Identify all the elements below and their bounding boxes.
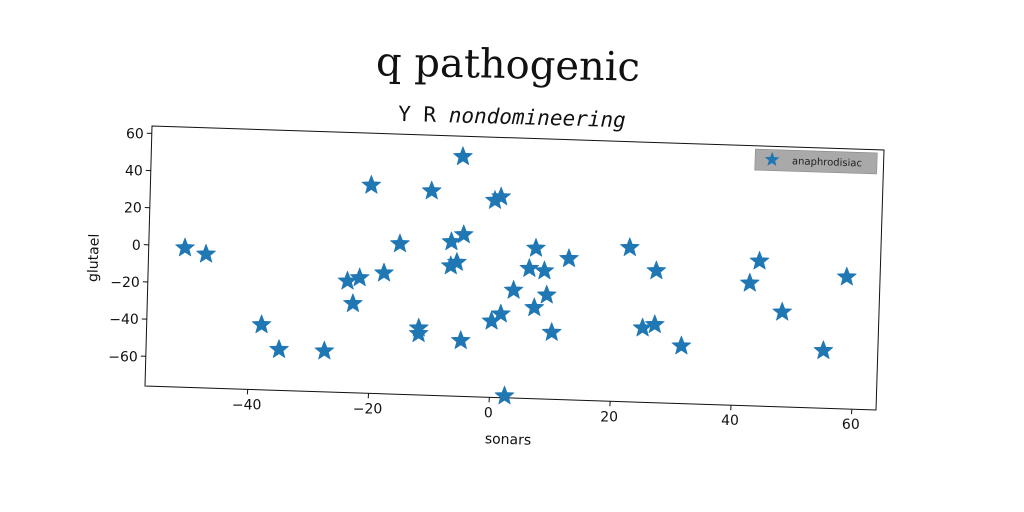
chart-title: Y R nondomineering — [398, 102, 626, 132]
data-point — [837, 266, 857, 286]
data-point — [491, 303, 511, 323]
data-point — [349, 267, 370, 287]
data-point — [519, 258, 540, 277]
data-point — [534, 260, 555, 280]
data-point — [524, 297, 545, 317]
y-tick-label: −60 — [108, 349, 138, 365]
y-tick-label: 0 — [132, 238, 141, 254]
y-axis-label: glutael — [85, 234, 103, 283]
data-point — [361, 174, 382, 194]
axes-frame — [144, 125, 885, 411]
legend: anaphrodisiac — [754, 148, 878, 175]
chart-title-prefix: Y R — [398, 102, 449, 127]
data-point — [453, 224, 474, 244]
legend-label: anaphrodisiac — [792, 156, 862, 169]
data-point — [408, 317, 429, 337]
data-point — [620, 237, 640, 257]
data-point — [421, 180, 442, 200]
y-tick-label: 40 — [125, 164, 143, 180]
data-point — [671, 335, 692, 355]
data-point — [739, 272, 760, 292]
data-point — [337, 270, 358, 290]
data-point — [196, 243, 216, 263]
data-point — [447, 252, 467, 271]
data-point — [632, 317, 653, 337]
chart-title-main: nondomineering — [448, 103, 626, 132]
x-tick-label: 60 — [842, 417, 860, 433]
x-tick-label: −40 — [232, 397, 262, 413]
y-tick-label: 60 — [126, 126, 144, 142]
y-tick-label: −20 — [110, 275, 140, 291]
x-tick-label: 20 — [600, 409, 618, 425]
data-point — [772, 301, 793, 321]
legend-box — [754, 148, 878, 175]
x-tick-label: 0 — [484, 405, 493, 421]
data-point — [813, 340, 834, 360]
data-point — [269, 339, 289, 358]
data-point — [536, 284, 557, 304]
data-point — [491, 186, 511, 206]
plot-area: −40 −20 0 20 40 60 −60 −40 −20 0 20 40 60 sonars gluta… — [85, 125, 885, 449]
data-point — [453, 146, 473, 166]
data-point — [646, 260, 667, 280]
legend-marker — [764, 151, 780, 166]
data-point — [494, 385, 515, 405]
data-point — [175, 237, 195, 257]
data-point — [314, 340, 335, 360]
data-point — [441, 231, 462, 251]
data-point — [526, 237, 546, 257]
data-point — [559, 248, 579, 268]
y-tick-label: 20 — [124, 201, 142, 217]
data-point — [450, 330, 471, 349]
figure-suptitle: q pathogenic — [376, 39, 641, 91]
x-tick-label: 40 — [721, 413, 739, 429]
y-tick-label: −40 — [109, 312, 139, 328]
data-point — [390, 233, 410, 253]
data-point — [251, 314, 272, 334]
x-tick-label: −20 — [353, 401, 383, 417]
data-point — [374, 262, 394, 282]
data-point — [749, 250, 770, 270]
data-point — [644, 314, 665, 334]
data-point — [541, 322, 562, 341]
x-axis-label: sonars — [485, 431, 532, 448]
data-point — [503, 279, 524, 299]
data-point — [343, 293, 363, 312]
